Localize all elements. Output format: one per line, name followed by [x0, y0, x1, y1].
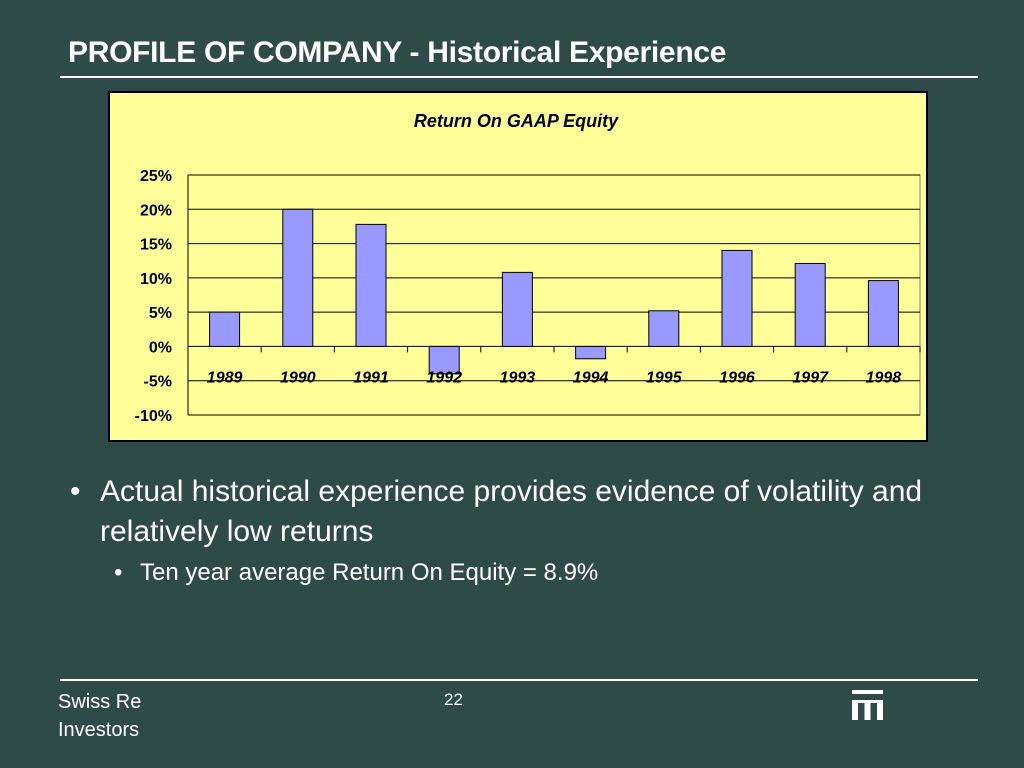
- x-tick-label: 1997: [792, 369, 829, 386]
- title-divider: [60, 76, 978, 78]
- x-tick-label: 1993: [500, 369, 536, 386]
- bar-1995: [648, 310, 680, 347]
- bar-1994: [575, 345, 607, 360]
- swiss-re-logo-icon: [852, 690, 883, 720]
- x-tick-label: 1990: [280, 369, 316, 386]
- bar-1992: [428, 345, 460, 375]
- x-tick-label: 1994: [573, 369, 609, 386]
- bar-1998: [867, 280, 899, 347]
- bar-1990: [282, 208, 314, 347]
- y-tick-label: 20%: [140, 202, 172, 219]
- chart-panel: Return On GAAP Equity 25% 20% 15% 10% 5% 0% -5%…: [108, 91, 928, 442]
- bar-1997: [794, 262, 826, 347]
- bar-1993: [501, 271, 533, 347]
- x-tick-label: 1991: [353, 369, 389, 386]
- bar-1996: [721, 249, 753, 347]
- y-tick-label: 0%: [149, 339, 172, 356]
- y-tick-label: -5%: [144, 374, 172, 391]
- y-tick-label: 10%: [140, 271, 172, 288]
- y-tick-label: 25%: [140, 168, 172, 185]
- footer-company-line1: Swiss Re: [58, 691, 142, 713]
- x-tick-label: 1998: [866, 369, 902, 386]
- bullet-list: • Actual historical experience provides …: [70, 472, 970, 588]
- x-tick-label: 1996: [719, 369, 755, 386]
- y-tick-label: -10%: [135, 408, 172, 425]
- bullet-marker: •: [70, 475, 81, 508]
- bullet-text: Actual historical experience provides ev…: [100, 475, 923, 548]
- footer-divider: [60, 679, 978, 681]
- return-on-equity-chart: Return On GAAP Equity 25% 20% 15% 10% 5% 0% -5%…: [135, 111, 921, 425]
- x-tick-label: 1992: [426, 369, 462, 386]
- page-number: 22: [444, 690, 463, 709]
- chart-title: Return On GAAP Equity: [414, 111, 619, 131]
- x-tick-label: 1989: [207, 369, 243, 386]
- x-tick-label: 1995: [646, 369, 683, 386]
- bar-1991: [355, 223, 387, 347]
- footer-company: Swiss Re Investors: [58, 688, 141, 744]
- bullet-item: • Actual historical experience provides …: [70, 472, 970, 552]
- sub-bullet-text: Ten year average Return On Equity = 8.9%: [140, 559, 599, 586]
- bar-1989: [209, 311, 241, 347]
- sub-bullet-item: • Ten year average Return On Equity = 8.…: [114, 558, 970, 588]
- footer-company-line2: Investors: [58, 719, 140, 741]
- slide-title: PROFILE OF COMPANY - Historical Experien…: [68, 36, 727, 69]
- y-tick-label: 5%: [149, 305, 172, 322]
- y-tick-label: 15%: [140, 237, 172, 254]
- sub-bullet-marker: •: [114, 559, 123, 586]
